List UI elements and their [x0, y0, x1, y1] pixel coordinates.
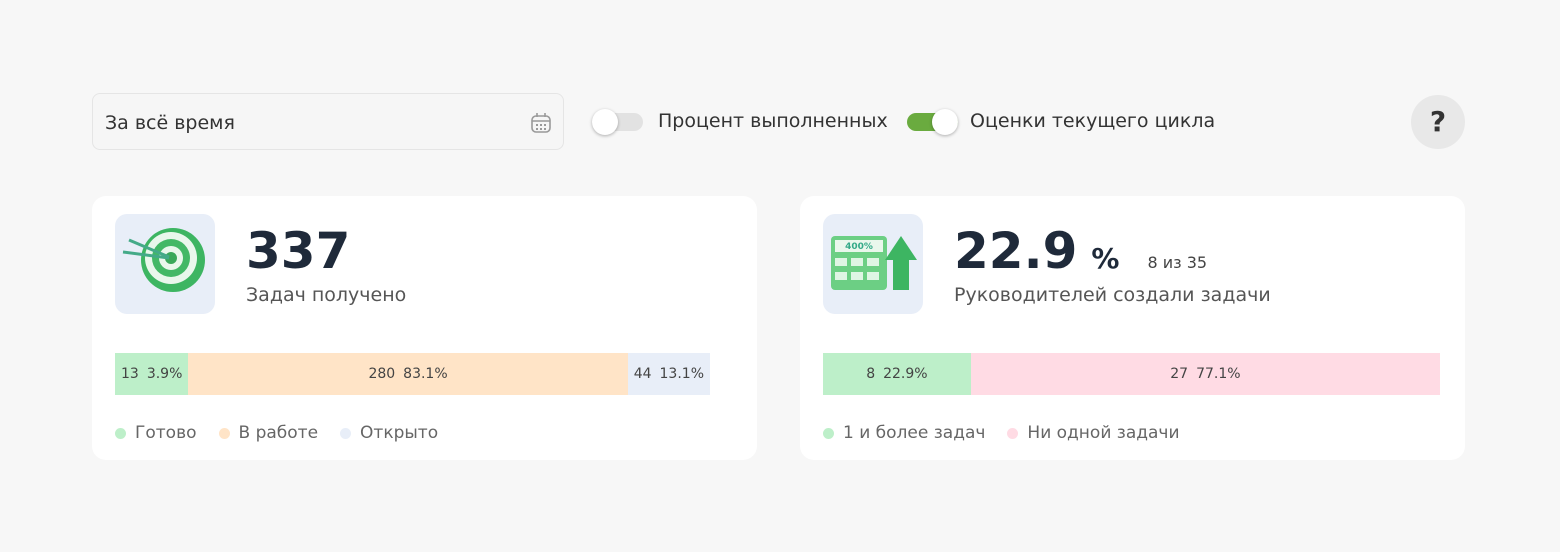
toggle-knob	[932, 109, 958, 135]
toggle[interactable]	[592, 109, 643, 135]
stacked-bar: 13 3.9% 280 83.1% 44 13.1%	[115, 353, 710, 395]
calendar-icon	[531, 113, 551, 133]
legend: Готово В работе Открыто	[115, 423, 438, 443]
segment-percent: 22.9%	[883, 366, 928, 382]
legend-label: Открыто	[360, 423, 439, 443]
card: 400% 22.9% 8 из 35 Руководителей создали …	[800, 196, 1465, 460]
legend-label: Ни одной задачи	[1027, 423, 1180, 443]
legend: 1 и более задач Ни одной задачи	[823, 423, 1180, 443]
segment-percent: 3.9%	[146, 366, 183, 382]
legend-item: Готово	[115, 423, 197, 443]
big-number: 22.9% 8 из 35	[954, 222, 1207, 280]
legend-dot	[115, 427, 126, 439]
legend-item: Ни одной задачи	[1007, 423, 1180, 443]
caption: Руководителей создали задачи	[954, 284, 1271, 306]
value: 22.9	[954, 222, 1078, 280]
legend-label: Готово	[135, 423, 197, 443]
bar-segment: 280 83.1%	[188, 353, 628, 395]
segment-count: 13	[121, 366, 139, 382]
calc-icon: 400%	[823, 214, 923, 314]
toggle-label: Процент выполненных	[658, 110, 888, 132]
legend-item: Открыто	[340, 423, 438, 443]
segment-percent: 83.1%	[403, 366, 448, 382]
segment-count: 280	[368, 366, 396, 382]
bar-segment: 44 13.1%	[627, 353, 710, 395]
segment-count: 44	[633, 366, 652, 382]
calc-image: 400%	[831, 236, 917, 290]
segment-count: 8	[866, 366, 876, 382]
legend-label: В работе	[238, 423, 319, 443]
legend-dot	[340, 427, 352, 439]
legend-label: 1 и более задач	[843, 423, 986, 443]
caption: Задач получено	[246, 284, 407, 306]
value: 337	[246, 222, 351, 280]
help-button[interactable]: ?	[1411, 95, 1465, 149]
svg-text:400%: 400%	[845, 242, 873, 252]
segment-percent: 77.1%	[1196, 366, 1241, 382]
bar-segment: 8 22.9%	[823, 353, 971, 395]
period-input[interactable]: За всё время	[92, 93, 564, 150]
target-image	[122, 228, 205, 292]
legend-item: 1 и более задач	[823, 423, 985, 443]
legend-dot	[218, 427, 230, 439]
card: 337 Задач получено 13 3.9% 280 83.1% 44 13.1%…	[92, 196, 757, 460]
toggle-label: Оценки текущего цикла	[970, 110, 1216, 132]
legend-dot	[823, 427, 834, 439]
toggle-knob	[592, 109, 618, 135]
segment-percent: 13.1%	[659, 366, 704, 382]
target-icon	[115, 214, 215, 314]
legend-dot	[1007, 427, 1019, 439]
stacked-bar: 8 22.9% 27 77.1%	[823, 353, 1440, 395]
bar-segment: 27 77.1%	[970, 353, 1440, 395]
period-text: За всё время	[105, 112, 235, 134]
legend-item: В работе	[218, 423, 319, 443]
unit: %	[1091, 242, 1120, 275]
big-number: 337	[246, 222, 350, 280]
bar-segment: 13 3.9%	[115, 353, 189, 395]
note: 8 из 35	[1147, 253, 1208, 272]
toggle[interactable]	[907, 109, 958, 135]
segment-count: 27	[1170, 366, 1189, 382]
